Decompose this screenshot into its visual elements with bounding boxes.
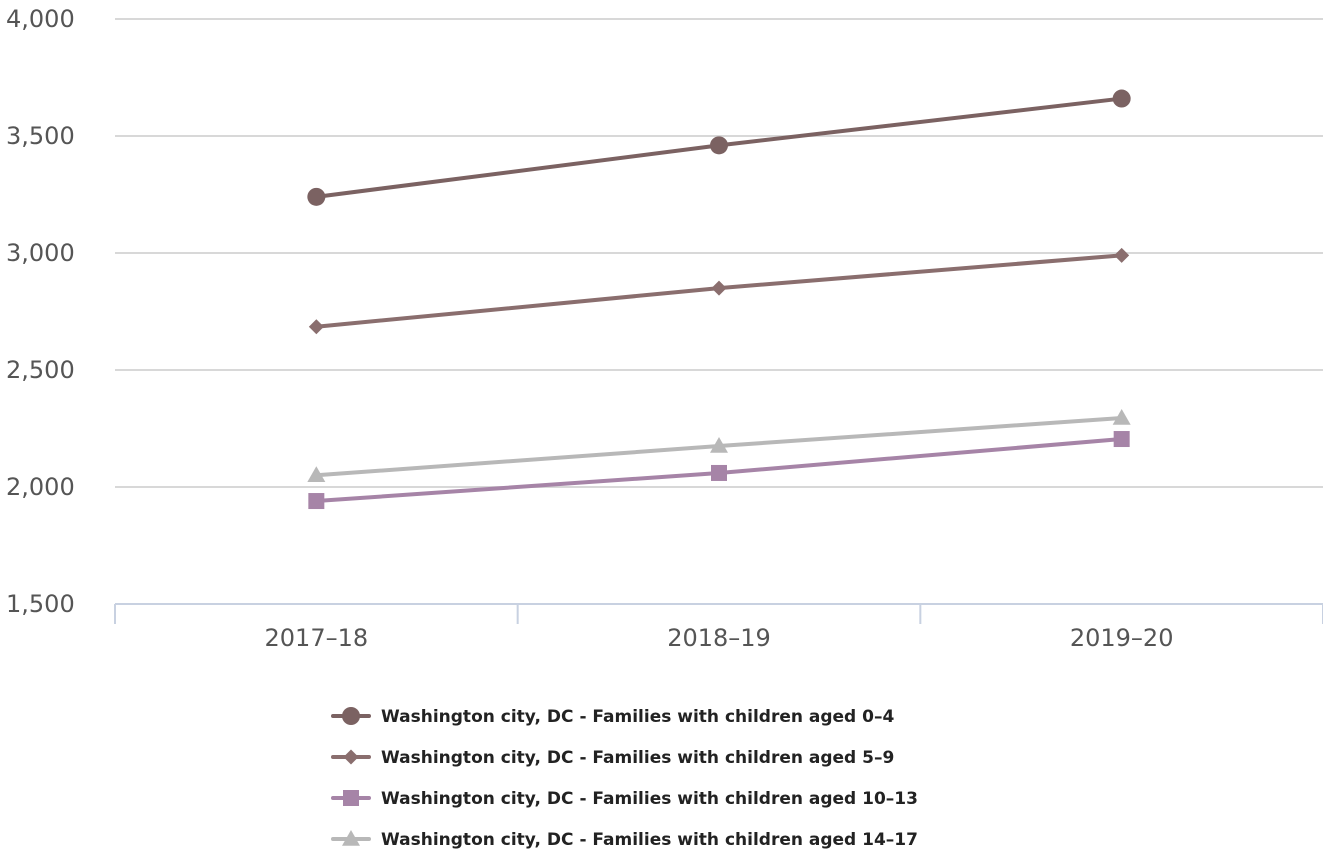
series-2-point[interactable] bbox=[308, 319, 324, 335]
x-tick-label: 2019–20 bbox=[1070, 624, 1174, 652]
y-tick-label: 4,000 bbox=[6, 5, 75, 33]
legend-label: Washington city, DC - Families with chil… bbox=[381, 830, 918, 850]
series-3-point[interactable] bbox=[711, 464, 727, 481]
legend-swatch-marker[interactable] bbox=[342, 707, 360, 725]
series-1-point[interactable] bbox=[307, 187, 326, 206]
series-2 bbox=[308, 247, 1130, 335]
axis-layer: 1,500 2,000 2,500 3,000 3,500 4,000 2017–18 201… bbox=[6, 5, 1323, 652]
x-tick-label: 2018–19 bbox=[667, 624, 771, 652]
y-tick-label: 1,500 bbox=[6, 590, 75, 618]
series-1-point[interactable] bbox=[710, 136, 728, 155]
legend-item-1[interactable]: Washington city, DC - Families with chil… bbox=[331, 707, 894, 727]
x-tick-label: 2017–18 bbox=[265, 624, 369, 652]
series-4 bbox=[307, 408, 1131, 483]
series-3-point[interactable] bbox=[308, 493, 325, 510]
legend-item-2[interactable]: Washington city, DC - Families with chil… bbox=[331, 748, 894, 768]
series-1 bbox=[307, 89, 1131, 206]
grid-layer bbox=[115, 18, 1323, 488]
series-4-point[interactable] bbox=[307, 466, 326, 483]
legend-item-4[interactable]: Washington city, DC - Families with chil… bbox=[331, 830, 918, 850]
series-1-point[interactable] bbox=[1112, 89, 1131, 108]
legend-swatch-marker[interactable] bbox=[342, 830, 360, 846]
series-4-point[interactable] bbox=[1112, 408, 1131, 425]
series-layer bbox=[307, 89, 1131, 510]
legend-label: Washington city, DC - Families with chil… bbox=[381, 748, 894, 768]
legend-label: Washington city, DC - Families with chil… bbox=[381, 707, 894, 727]
series-3 bbox=[308, 431, 1130, 510]
series-2-point[interactable] bbox=[1114, 247, 1130, 263]
y-tick-label: 2,000 bbox=[6, 473, 75, 501]
y-tick-label: 2,500 bbox=[6, 356, 75, 384]
legend-label: Washington city, DC - Families with chil… bbox=[381, 789, 918, 809]
legend-swatch-marker[interactable] bbox=[343, 749, 359, 765]
series-2-point[interactable] bbox=[711, 280, 727, 296]
legend[interactable]: Washington city, DC - Families with chil… bbox=[331, 707, 918, 850]
y-tick-label: 3,000 bbox=[6, 239, 75, 267]
legend-swatch-marker[interactable] bbox=[343, 790, 359, 806]
series-4-point[interactable] bbox=[710, 437, 728, 453]
legend-item-3[interactable]: Washington city, DC - Families with chil… bbox=[331, 789, 918, 809]
y-tick-label: 3,500 bbox=[6, 122, 75, 150]
series-3-point[interactable] bbox=[1113, 431, 1130, 448]
